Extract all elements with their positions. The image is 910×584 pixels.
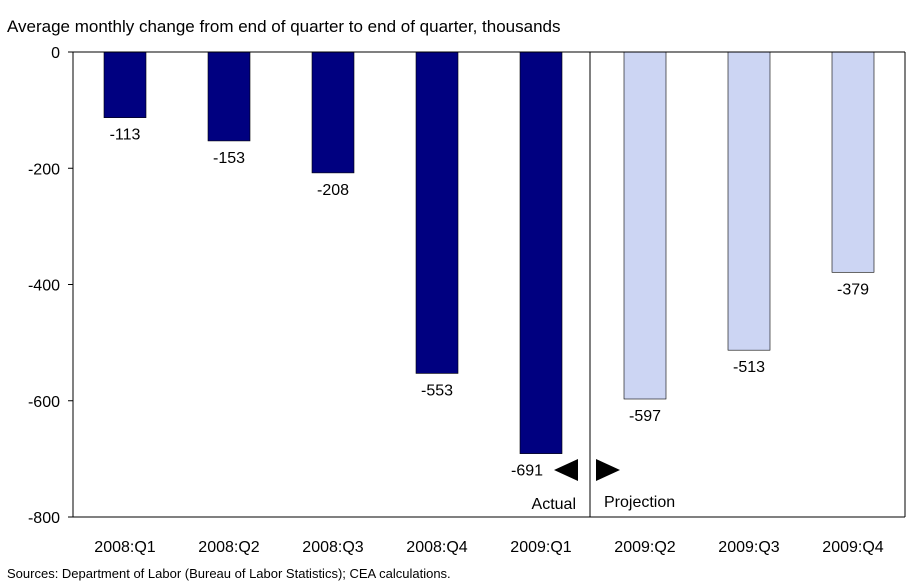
bar-2008-q2 [207, 51, 251, 142]
arrow-right-icon [596, 459, 620, 481]
bar-2009-q4 [831, 51, 875, 273]
x-tick-label: 2008:Q3 [302, 539, 363, 556]
x-tick-label: 2008:Q2 [198, 539, 259, 556]
x-tick-label: 2009:Q1 [510, 539, 571, 556]
bar-2009-q2 [623, 51, 667, 400]
bar-2008-q4 [415, 51, 459, 374]
bar-2009-q1 [519, 51, 563, 454]
x-tick-label: 2009:Q4 [822, 539, 883, 556]
bar-2008-q3 [311, 51, 355, 174]
data-label: -153 [213, 150, 245, 167]
y-tick-label: -600 [28, 394, 60, 411]
bar-2008-q1 [103, 51, 147, 118]
data-label: -553 [421, 382, 453, 399]
y-tick-label: 0 [51, 45, 60, 62]
data-label: -597 [629, 408, 661, 425]
arrow-left-icon [554, 459, 578, 481]
source-note: Sources: Department of Labor (Bureau of … [7, 566, 451, 581]
chart-title: Average monthly change from end of quart… [7, 17, 561, 36]
annotation-projection: Projection [604, 494, 675, 511]
y-tick-label: -800 [28, 510, 60, 527]
data-label: -379 [837, 281, 869, 298]
x-tick-label: 2008:Q4 [406, 539, 467, 556]
data-label: -513 [733, 359, 765, 376]
data-label: -691 [511, 463, 543, 480]
data-label: -113 [110, 127, 141, 144]
x-tick-label: 2008:Q1 [94, 539, 155, 556]
plot-area: -113 -153 -208 -553 -691 -597 -513 -379 0 -200 -40… [28, 45, 906, 556]
x-tick-label: 2009:Q3 [718, 539, 779, 556]
y-tick-label: -400 [28, 278, 60, 295]
bar-2009-q3 [727, 51, 771, 351]
annotation-actual: Actual [532, 496, 576, 513]
x-tick-label: 2009:Q2 [614, 539, 675, 556]
data-label: -208 [317, 182, 349, 199]
y-tick-label: -200 [28, 161, 60, 178]
